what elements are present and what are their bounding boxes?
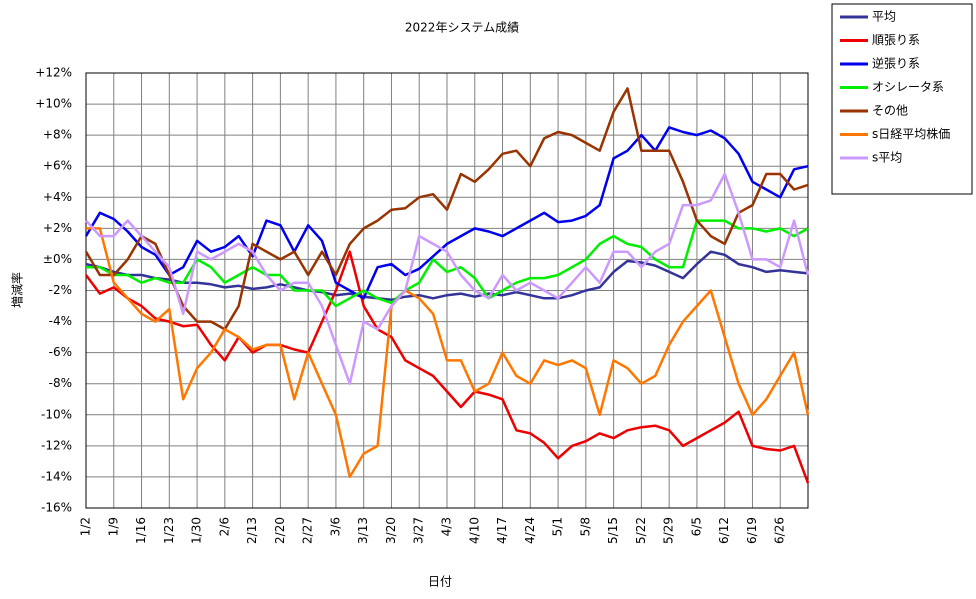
legend-label: オシレータ系 xyxy=(872,80,944,94)
x-axis-label: 日付 xyxy=(428,575,452,589)
x-tick-label: 6/26 xyxy=(773,517,787,544)
series-line xyxy=(86,219,809,308)
series-line xyxy=(85,250,809,302)
x-tick-label: 3/13 xyxy=(356,517,370,544)
x-tick-label: 5/8 xyxy=(578,517,592,536)
y-tick-label: -6% xyxy=(49,345,72,359)
x-tick-label: 5/1 xyxy=(551,517,565,536)
x-tick-label: 2/6 xyxy=(217,517,231,536)
y-tick-label: -10% xyxy=(41,407,72,421)
x-tick-label: 5/22 xyxy=(634,517,648,544)
x-tick-label: 3/27 xyxy=(412,517,426,544)
legend-label: 平均 xyxy=(872,10,896,24)
x-tick-label: 1/30 xyxy=(190,517,204,544)
x-tick-label: 3/6 xyxy=(328,517,342,536)
y-tick-label: +4% xyxy=(43,190,72,204)
series-line xyxy=(84,87,809,331)
x-tick-label: 4/24 xyxy=(523,517,537,544)
y-tick-label: -14% xyxy=(41,469,72,483)
y-tick-label: -12% xyxy=(41,438,72,452)
y-tick-label: -16% xyxy=(41,501,72,515)
legend-label: 順張り系 xyxy=(872,33,920,47)
y-tick-label: +6% xyxy=(43,159,72,173)
legend-label: s日経平均株価 xyxy=(872,126,950,141)
legend-label: その他 xyxy=(872,104,908,118)
x-tick-label: 1/9 xyxy=(106,517,120,536)
y-tick-label: -2% xyxy=(49,283,72,297)
legend-box xyxy=(831,3,973,195)
x-tick-label: 1/2 xyxy=(79,517,93,536)
x-tick-label: 5/29 xyxy=(662,517,676,544)
y-tick-label: ±0% xyxy=(43,252,72,266)
x-tick-label: 6/12 xyxy=(717,517,731,544)
y-tick-label: +2% xyxy=(43,221,72,235)
x-tick-label: 1/23 xyxy=(162,517,176,544)
plot-border xyxy=(85,72,809,509)
legend-label: s平均 xyxy=(872,151,902,165)
x-tick-label: 6/19 xyxy=(745,517,759,544)
y-tick-label: +12% xyxy=(35,66,72,80)
x-tick-label: 2/27 xyxy=(301,517,315,544)
x-tick-label: 2/13 xyxy=(245,517,259,544)
x-tick-label: 5/15 xyxy=(606,517,620,544)
x-tick-label: 1/16 xyxy=(134,517,148,544)
series-line xyxy=(84,126,809,300)
y-tick-label: +10% xyxy=(35,97,72,111)
y-axis-label: 増減率 xyxy=(10,272,25,308)
x-tick-label: 4/3 xyxy=(440,517,454,536)
y-tick-label: -4% xyxy=(49,314,72,328)
series-line xyxy=(85,172,810,385)
series-line xyxy=(84,250,810,484)
y-tick-label: +8% xyxy=(43,128,72,142)
chart-title: 2022年システム成績 xyxy=(405,21,519,35)
x-tick-label: 2/20 xyxy=(273,517,287,544)
x-tick-label: 3/20 xyxy=(384,517,398,544)
x-tick-label: 4/10 xyxy=(467,517,481,544)
series-line xyxy=(86,227,810,479)
legend-label: 逆張り系 xyxy=(872,56,920,71)
x-tick-label: 4/17 xyxy=(495,517,509,544)
y-tick-label: -8% xyxy=(49,376,72,390)
x-tick-label: 6/5 xyxy=(689,517,703,536)
